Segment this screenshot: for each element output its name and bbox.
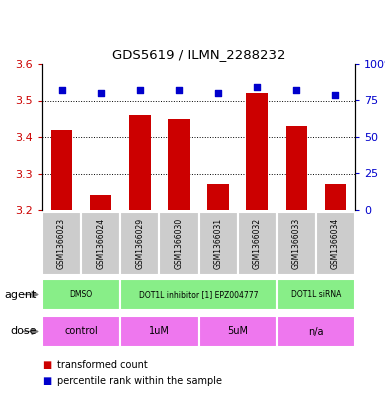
- Text: dose: dose: [10, 327, 37, 336]
- Text: agent: agent: [5, 290, 37, 299]
- Text: ■: ■: [42, 360, 51, 370]
- Bar: [207, 184, 229, 210]
- Point: [137, 87, 143, 94]
- Text: 5uM: 5uM: [227, 327, 248, 336]
- Text: percentile rank within the sample: percentile rank within the sample: [57, 376, 223, 386]
- Bar: [168, 119, 190, 210]
- Text: ■: ■: [42, 376, 51, 386]
- Bar: [325, 184, 346, 210]
- Bar: [277, 279, 355, 310]
- Text: GSM1366032: GSM1366032: [253, 218, 262, 269]
- Point: [293, 87, 300, 94]
- Text: DOT1L inhibitor [1] EPZ004777: DOT1L inhibitor [1] EPZ004777: [139, 290, 258, 299]
- Bar: [246, 93, 268, 210]
- Point: [98, 90, 104, 96]
- Title: GDS5619 / ILMN_2288232: GDS5619 / ILMN_2288232: [112, 48, 285, 61]
- Point: [254, 84, 260, 90]
- Bar: [277, 316, 355, 347]
- Text: GSM1366031: GSM1366031: [214, 218, 223, 269]
- Text: GSM1366034: GSM1366034: [331, 218, 340, 269]
- Bar: [286, 126, 307, 210]
- Bar: [90, 195, 111, 210]
- Text: n/a: n/a: [308, 327, 324, 336]
- Bar: [129, 115, 151, 210]
- Text: 1uM: 1uM: [149, 327, 170, 336]
- Bar: [199, 212, 238, 275]
- Bar: [316, 212, 355, 275]
- Bar: [159, 212, 199, 275]
- Bar: [238, 212, 277, 275]
- Bar: [42, 316, 120, 347]
- Bar: [277, 212, 316, 275]
- Bar: [42, 212, 81, 275]
- Bar: [42, 279, 120, 310]
- Point: [59, 87, 65, 94]
- Text: GSM1366030: GSM1366030: [174, 218, 183, 269]
- Point: [332, 92, 338, 98]
- Bar: [51, 130, 72, 210]
- Text: DOT1L siRNA: DOT1L siRNA: [291, 290, 341, 299]
- Text: transformed count: transformed count: [57, 360, 148, 370]
- Text: GSM1366033: GSM1366033: [292, 218, 301, 269]
- Point: [176, 87, 182, 94]
- Text: GSM1366024: GSM1366024: [96, 218, 105, 269]
- Bar: [120, 279, 277, 310]
- Bar: [120, 212, 159, 275]
- Text: DMSO: DMSO: [70, 290, 93, 299]
- Bar: [199, 316, 277, 347]
- Text: control: control: [64, 327, 98, 336]
- Bar: [81, 212, 120, 275]
- Point: [215, 90, 221, 96]
- Text: GSM1366029: GSM1366029: [135, 218, 144, 269]
- Text: GSM1366023: GSM1366023: [57, 218, 66, 269]
- Bar: [120, 316, 199, 347]
